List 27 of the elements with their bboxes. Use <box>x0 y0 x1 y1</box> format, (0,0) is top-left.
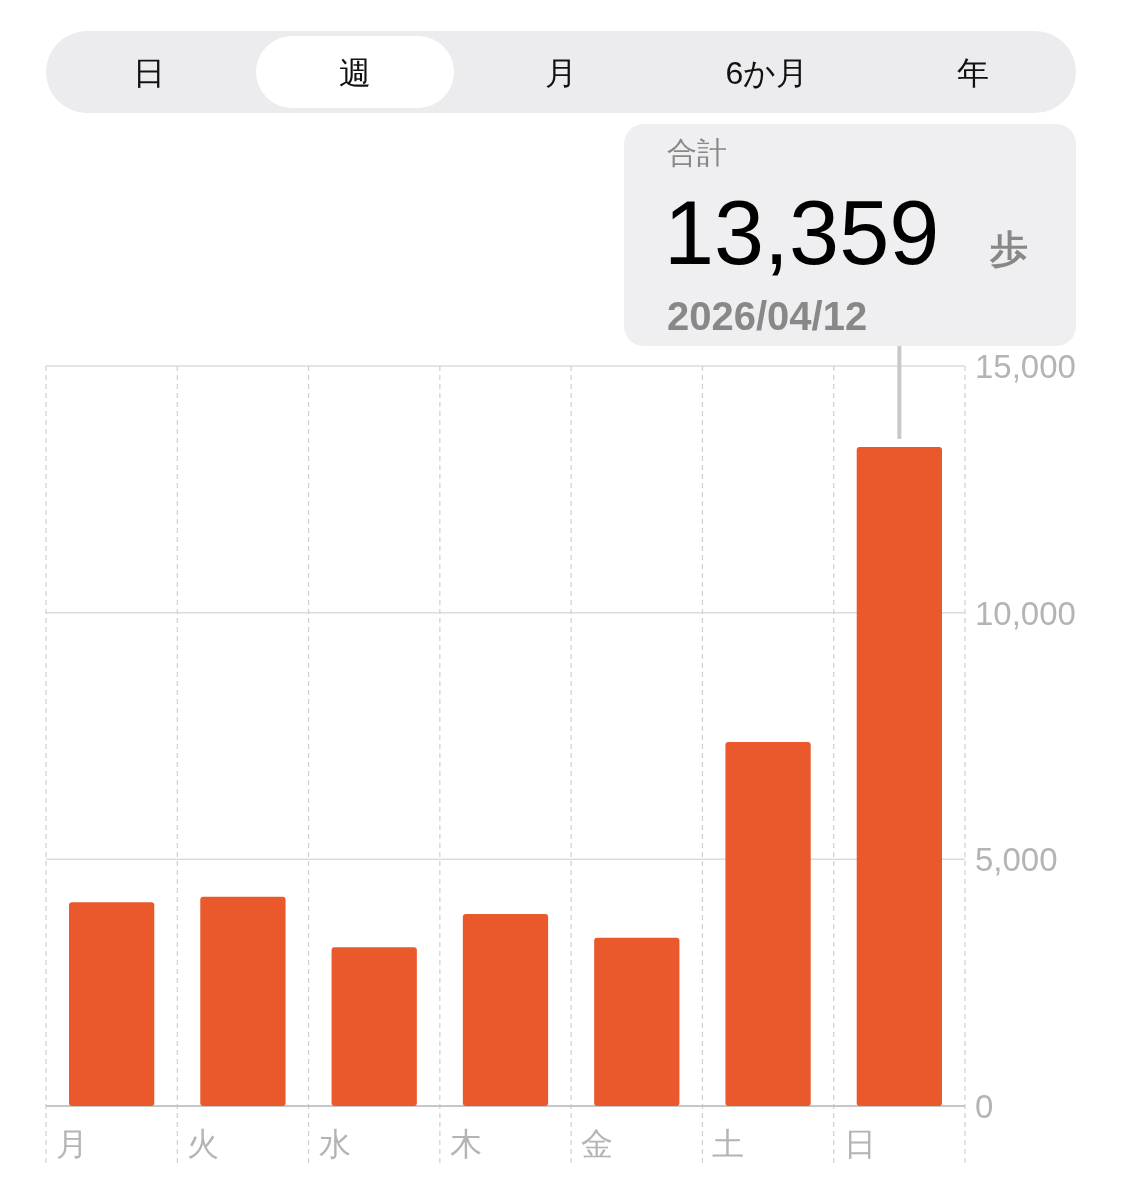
text: 月 <box>545 55 577 91</box>
bar <box>69 902 155 1106</box>
x-tick-label: 土 <box>712 1126 745 1162</box>
y-tick-label: 5,000 <box>975 841 1058 879</box>
x-tick-label: 金 <box>581 1126 614 1162</box>
text: 日 <box>133 55 165 91</box>
text: 歩 <box>989 228 1028 270</box>
x-tick-label: 火 <box>187 1126 220 1162</box>
bar <box>462 914 549 1106</box>
y-tick-label: 15,000 <box>975 348 1076 385</box>
x-tick-label: 木 <box>449 1126 482 1162</box>
x-tick-label: 日 <box>843 1126 876 1162</box>
bar <box>200 896 286 1106</box>
text: 合計 <box>667 136 727 169</box>
y-tick-label: 10,000 <box>975 594 1076 632</box>
annotation: 13,359 <box>664 183 940 283</box>
text: 2026/04/12 <box>667 294 868 338</box>
bar <box>856 446 942 1106</box>
y-tick-label: 0 <box>975 1088 994 1125</box>
bar <box>331 947 417 1106</box>
text: 6か月 <box>725 55 809 91</box>
text: 年 <box>957 55 989 91</box>
x-tick-label: 月 <box>56 1126 88 1162</box>
x-tick-label: 水 <box>318 1126 351 1162</box>
text: 週 <box>339 55 371 91</box>
bar <box>594 937 680 1106</box>
bar <box>725 741 811 1106</box>
